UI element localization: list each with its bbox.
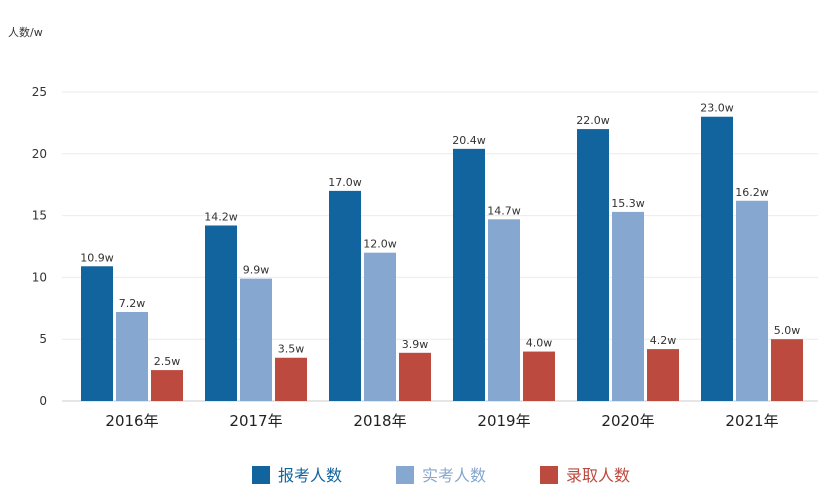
bars [81, 116, 803, 401]
bar [736, 200, 768, 401]
data-label: 9.9w [243, 264, 270, 277]
data-label: 15.3w [611, 197, 645, 210]
bar [701, 116, 733, 401]
legend-label: 报考人数 [278, 466, 342, 485]
bar [523, 351, 555, 401]
bar [205, 225, 237, 401]
bar [81, 266, 113, 401]
x-tick-label: 2017年 [229, 412, 282, 430]
data-label: 2.5w [154, 355, 181, 368]
bar [771, 339, 803, 401]
y-tick-label: 25 [32, 85, 47, 99]
data-label: 22.0w [576, 114, 610, 127]
x-tick-label: 2019年 [477, 412, 530, 430]
legend-swatch [540, 466, 558, 484]
x-tick-label: 2016年 [105, 412, 158, 430]
legend: 报考人数 实考人数 录取人数 [252, 466, 630, 485]
data-label: 3.9w [402, 338, 429, 351]
legend-item[interactable]: 实考人数 [396, 466, 486, 485]
bar [364, 252, 396, 401]
x-axis-ticks: 2016年 2017年 2018年 2019年 2020年 2021年 [105, 412, 778, 430]
bar [647, 349, 679, 401]
x-tick-label: 2021年 [725, 412, 778, 430]
bar [275, 357, 307, 401]
data-label: 3.5w [278, 343, 305, 356]
data-label: 5.0w [774, 324, 801, 337]
data-label: 23.0w [700, 102, 734, 115]
legend-item[interactable]: 报考人数 [252, 466, 342, 485]
y-tick-label: 5 [39, 332, 47, 346]
data-label: 7.2w [119, 297, 146, 310]
legend-item[interactable]: 录取人数 [540, 466, 630, 485]
y-tick-label: 20 [32, 147, 47, 161]
bar [453, 148, 485, 401]
y-axis-ticks: 0 5 10 15 20 25 [32, 85, 47, 408]
y-tick-label: 10 [32, 270, 47, 284]
data-label: 16.2w [735, 186, 769, 199]
bar [399, 352, 431, 401]
bar [329, 190, 361, 401]
y-tick-label: 15 [32, 209, 47, 223]
data-label: 14.7w [487, 204, 521, 217]
x-tick-label: 2018年 [353, 412, 406, 430]
data-label: 10.9w [80, 251, 114, 264]
data-label: 4.2w [650, 334, 677, 347]
y-tick-label: 0 [39, 394, 47, 408]
bar [577, 129, 609, 401]
data-label: 12.0w [363, 238, 397, 251]
y-axis-label: 人数/w [8, 26, 43, 39]
legend-label: 录取人数 [566, 466, 630, 485]
data-label: 17.0w [328, 176, 362, 189]
legend-swatch [396, 466, 414, 484]
bar [116, 312, 148, 401]
bar [240, 278, 272, 401]
data-labels: 10.9w 7.2w 2.5w 14.2w 9.9w 3.5w 17.0w 12.0w 3.9w… [80, 102, 800, 368]
grid-lines [62, 91, 818, 402]
bar [612, 211, 644, 401]
legend-swatch [252, 466, 270, 484]
legend-label: 实考人数 [422, 466, 486, 485]
bar [151, 370, 183, 401]
data-label: 20.4w [452, 134, 486, 147]
x-tick-label: 2020年 [601, 412, 654, 430]
data-label: 4.0w [526, 337, 553, 350]
bar [488, 219, 520, 401]
data-label: 14.2w [204, 210, 238, 223]
